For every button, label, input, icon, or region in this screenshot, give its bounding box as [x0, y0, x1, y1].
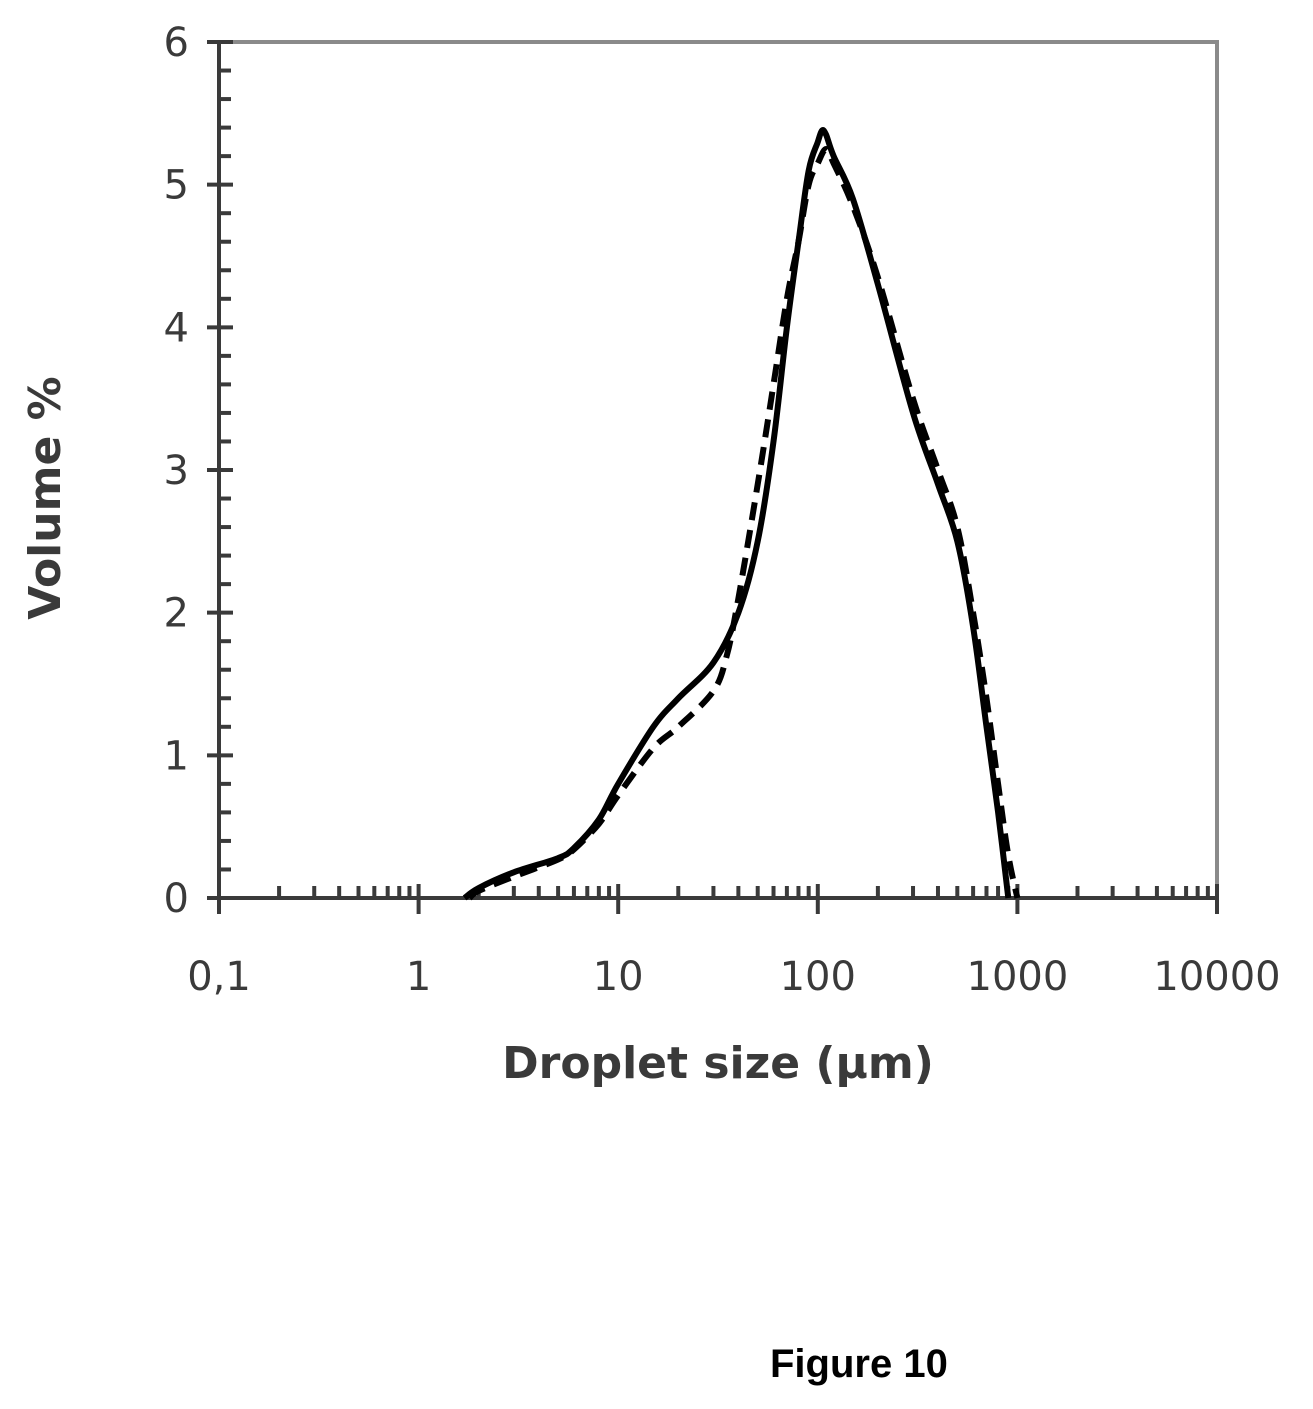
y-axis-title: Volume %: [20, 376, 71, 619]
series-line-solid: [465, 130, 1009, 898]
y-tick-label: 2: [164, 591, 189, 637]
x-tick-label: 1000: [967, 954, 1069, 1000]
x-tick-label: 0,1: [187, 954, 251, 1000]
y-tick-label: 5: [164, 163, 189, 209]
x-axis-ticks: 0,1 1 10 100 1000 10000: [187, 884, 1280, 1000]
series-layer: [465, 130, 1018, 898]
x-tick-label: 10000: [1153, 954, 1280, 1000]
y-axis-ticks: 0 1 2 3 4 5 6: [164, 20, 233, 922]
y-tick-label: 0: [164, 876, 189, 922]
y-tick-label: 4: [164, 305, 189, 351]
x-tick-label: 10: [593, 954, 644, 1000]
figure-caption: Figure 10: [770, 1342, 948, 1387]
plot-frame: [219, 42, 1217, 898]
y-tick-label: 1: [164, 733, 189, 779]
x-tick-label: 1: [406, 954, 431, 1000]
series-line-dashed: [470, 149, 1018, 898]
y-tick-label: 6: [164, 20, 189, 66]
x-axis-title: Droplet size (µm): [502, 1038, 934, 1089]
x-tick-label: 100: [780, 954, 856, 1000]
y-tick-label: 3: [164, 448, 189, 494]
